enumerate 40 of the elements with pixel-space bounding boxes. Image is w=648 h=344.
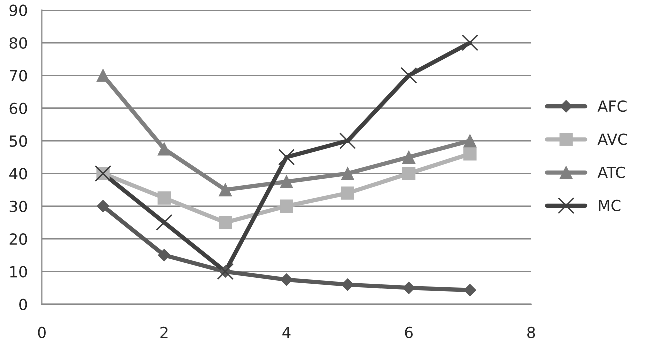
point: [402, 282, 416, 294]
legend-label: AFC: [598, 100, 627, 112]
y-tick-label: 20: [10, 234, 28, 246]
point: [158, 192, 172, 205]
legend-label: ATC: [598, 166, 626, 178]
point: [280, 274, 293, 286]
point: [218, 183, 232, 197]
point: [158, 142, 172, 156]
point: [464, 134, 477, 148]
point: [158, 249, 171, 262]
point: [402, 150, 416, 164]
y-tick-label: 90: [10, 4, 28, 16]
y-tick-label: 30: [10, 200, 28, 212]
point: [218, 216, 232, 230]
point: [280, 200, 294, 213]
point: [96, 69, 110, 82]
y-tick-label: 10: [10, 266, 28, 278]
point: [464, 148, 477, 161]
point: [341, 167, 354, 180]
x-tick-label: 8: [528, 326, 536, 338]
x-tick-label: 6: [405, 326, 413, 338]
point: [402, 167, 416, 180]
x-tick-label: 4: [282, 327, 291, 338]
y-tick-label: 40: [10, 168, 28, 180]
point: [340, 132, 356, 150]
point: [278, 149, 296, 166]
y-tick-label: 70: [10, 70, 28, 82]
x-tick-label: 2: [160, 326, 168, 338]
y-tick-label: 80: [10, 37, 28, 50]
point: [280, 175, 294, 188]
legend-label: MC: [599, 200, 621, 212]
y-tick-label: 50: [10, 136, 28, 148]
point: [341, 186, 354, 200]
point: [400, 67, 418, 84]
y-tick-label: 0: [20, 298, 28, 310]
point: [97, 200, 110, 213]
point: [462, 34, 479, 52]
y-tick-label: 60: [10, 102, 28, 114]
x-tick-label: 0: [38, 326, 46, 338]
legend-label: AVC: [598, 134, 628, 146]
